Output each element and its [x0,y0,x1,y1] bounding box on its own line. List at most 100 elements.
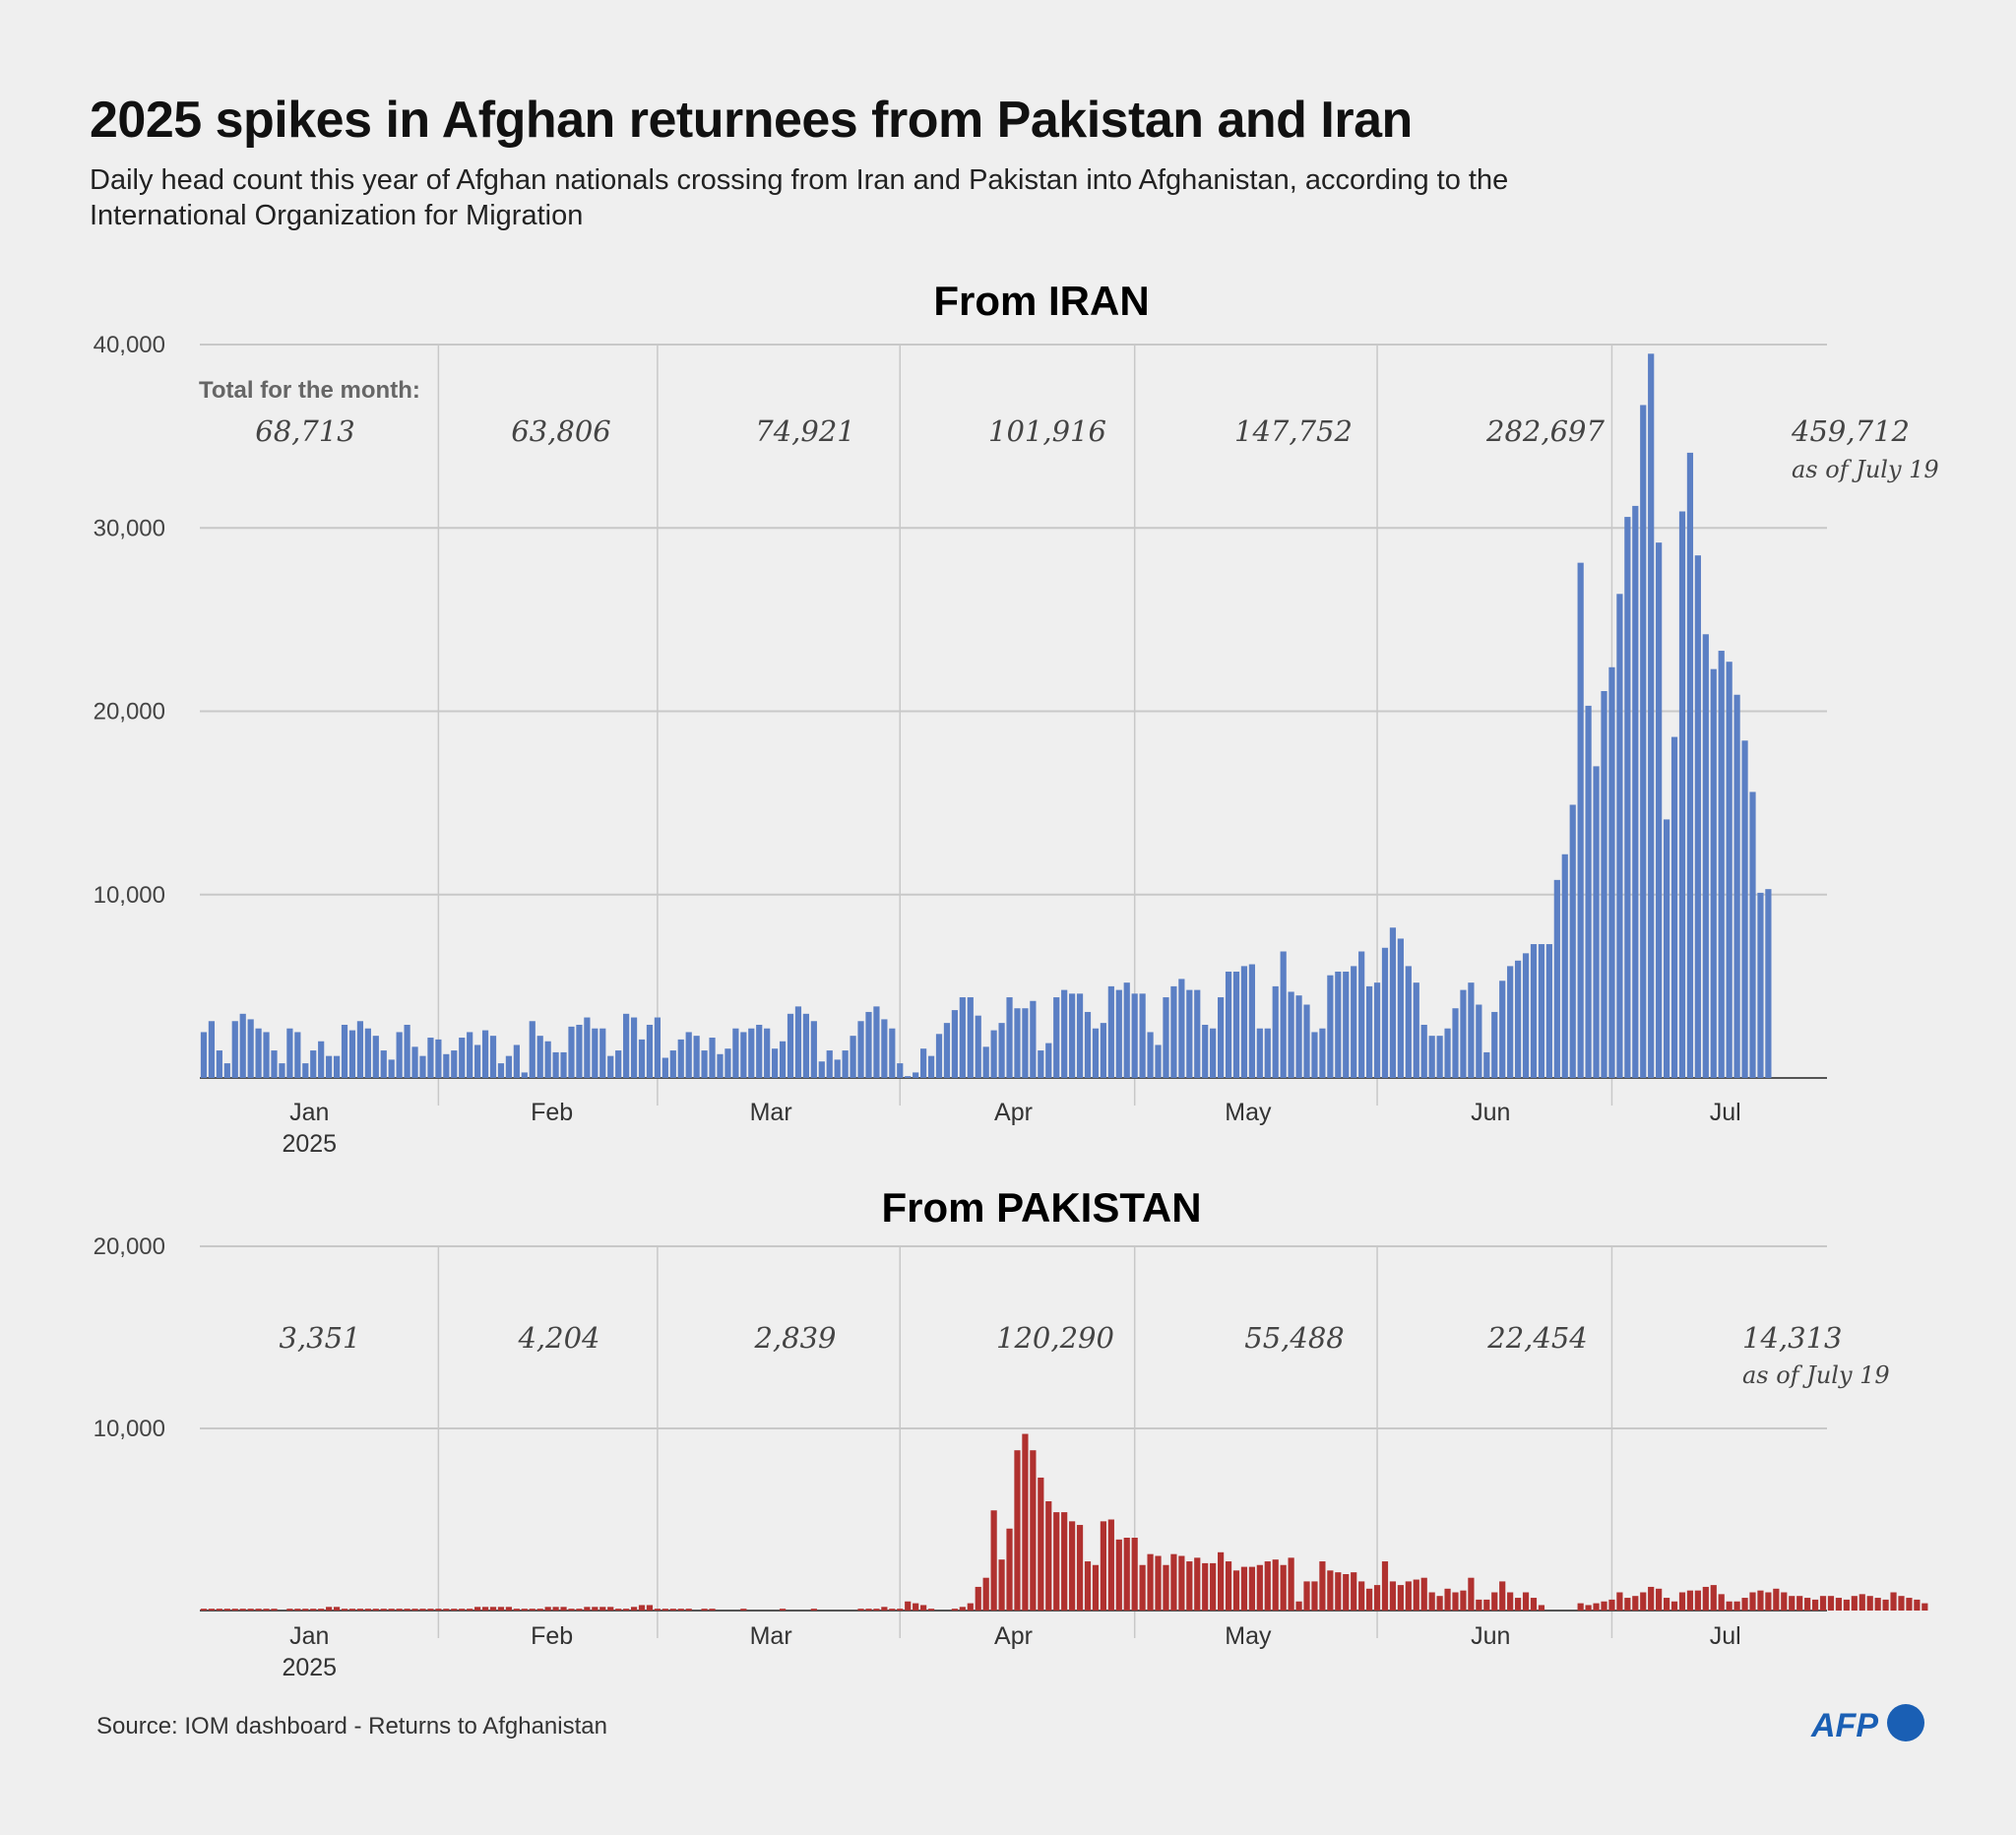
iran-bar [1264,1028,1271,1078]
pakistan-bar [223,1609,230,1611]
iran-bar [913,1072,919,1078]
pakistan-bar [348,1609,356,1611]
iran-totals-label: Total for the month: [199,377,420,404]
pakistan-bar [1240,1566,1248,1611]
iran-bar [756,1024,763,1078]
pakistan-bar [865,1609,872,1611]
iran-bar [1476,1004,1482,1078]
pakistan-bar [701,1609,708,1611]
iran-bar [1436,1036,1443,1078]
iran-ytick-label: 10,000 [94,882,165,909]
pakistan-bar [592,1607,598,1611]
iran-bar [850,1036,856,1078]
iran-bar [646,1024,654,1078]
iran-bar [411,1046,418,1078]
iran-bar [802,1013,809,1078]
iran-bar [467,1032,473,1078]
iran-bar [1045,1043,1052,1078]
iran-bar [717,1053,724,1078]
iran-bar [255,1028,262,1078]
pakistan-bar [1373,1585,1381,1611]
pakistan-bar [1311,1581,1318,1611]
pakistan-bar [810,1609,817,1611]
iran-bar [794,1006,802,1078]
pakistan-bar [372,1609,379,1611]
pakistan-monthly-total: 55,488 [1244,1321,1344,1355]
pakistan-bar [607,1607,614,1611]
pakistan-bar [1741,1598,1748,1611]
pakistan-bar [552,1607,559,1611]
iran-bar [1131,993,1138,1078]
iran-bar [709,1038,716,1078]
pakistan-bars [200,1433,1928,1611]
pakistan-bar [411,1609,418,1611]
iran-bar [1640,405,1647,1079]
pakistan-bar [1194,1557,1201,1611]
pakistan-month-label: Jul [1710,1622,1741,1650]
iran-bar [1373,982,1381,1078]
pakistan-bar [897,1609,904,1611]
iran-bar [1694,555,1701,1078]
pakistan-bar [231,1609,238,1611]
iran-bar [1069,993,1076,1078]
pakistan-bar [889,1609,896,1611]
pakistan-bar [967,1603,974,1611]
pakistan-bar [1413,1579,1419,1611]
iran-bar [669,1050,676,1078]
chart-title: 2025 spikes in Afghan returnees from Pak… [90,92,1413,149]
iran-bar [451,1050,458,1078]
pakistan-bar [1131,1538,1138,1611]
iran-bar [208,1021,216,1078]
iran-bar [584,1017,591,1078]
iran-monthly-total: 63,806 [511,414,610,448]
iran-bar [1491,1011,1498,1078]
iran-monthly-total: 101,916 [988,414,1106,448]
iran-bar [951,1010,958,1078]
pakistan-bar [200,1609,208,1611]
iran-ytick-label: 20,000 [94,699,165,726]
pakistan-bar [404,1609,410,1611]
pakistan-bar [239,1609,246,1611]
iran-bar [1561,854,1568,1078]
iran-bar [396,1032,403,1078]
iran-bar [576,1024,583,1078]
pakistan-bar [364,1609,371,1611]
pakistan-bar [998,1559,1005,1611]
pakistan-bar [1327,1570,1334,1611]
iran-bar [881,1019,888,1078]
iran-bar [271,1050,278,1078]
pakistan-bar [1170,1553,1177,1611]
iran-bar [388,1059,395,1079]
iran-bar [1319,1028,1326,1078]
iran-bar [1202,1024,1209,1078]
iran-bar [630,1017,638,1078]
pakistan-bar [913,1603,919,1611]
pakistan-bar [474,1607,481,1611]
pakistan-bar [1890,1592,1897,1611]
iran-bar [990,1030,997,1078]
chart-subtitle: Daily head count this year of Afghan nat… [90,164,1509,231]
iran-bar [1726,662,1732,1078]
pakistan-bar [1295,1601,1302,1611]
pakistan-bar [1397,1585,1404,1611]
iran-bar [897,1063,904,1078]
iran-bar [889,1028,896,1078]
iran-bar [1428,1036,1435,1078]
pakistan-monthly-total: 4,204 [517,1321,599,1355]
iran-month-label: Jul [1710,1099,1741,1126]
iran-bar [326,1055,333,1078]
pakistan-gridlines [200,1245,1827,1638]
pakistan-bar [1670,1601,1678,1611]
pakistan-bar [1702,1586,1709,1611]
pakistan-bar [1749,1592,1756,1611]
iran-bar [1632,505,1639,1078]
iran-bar [1178,979,1185,1078]
pakistan-month-label: Jun [1471,1622,1510,1650]
pakistan-bar [302,1609,309,1611]
afp-logo-text: AFP [1810,1707,1878,1744]
pakistan-bar [1428,1592,1435,1611]
iran-bar [834,1059,841,1079]
pakistan-bar [560,1607,567,1611]
pakistan-panel-title: From PAKISTAN [881,1184,1201,1231]
pakistan-bar [1225,1561,1232,1611]
